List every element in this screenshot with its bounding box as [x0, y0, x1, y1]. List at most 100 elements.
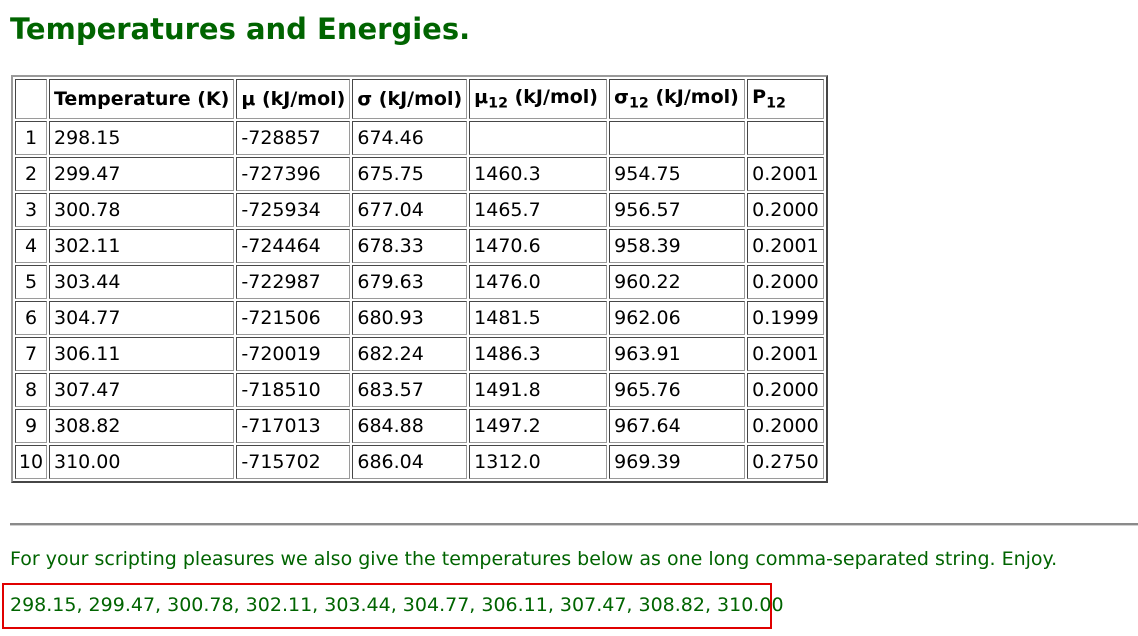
- cell-mu: -722987: [236, 265, 351, 299]
- table-row: 2 299.47 -727396 675.75 1460.3 954.75 0.2001: [15, 157, 824, 191]
- table-row: 6 304.77 -721506 680.93 1481.5 962.06 0.1999: [15, 301, 824, 335]
- table-body: 1 298.15 -728857 674.46 2 299.47 -727396 675.75…: [15, 121, 824, 479]
- cell-sigma12: 965.76: [609, 373, 746, 407]
- cell-mu12: 1497.2: [469, 409, 608, 443]
- cell-index: 3: [15, 193, 47, 227]
- cell-sigma: 686.04: [352, 445, 468, 479]
- cell-sigma: 677.04: [352, 193, 468, 227]
- header-index: [15, 79, 47, 119]
- cell-index: 9: [15, 409, 47, 443]
- cell-index: 10: [15, 445, 47, 479]
- cell-temperature: 300.78: [49, 193, 235, 227]
- cell-mu12: 1312.0: [469, 445, 608, 479]
- header-mu12: μ12 (kJ/mol): [469, 79, 608, 119]
- header-sigma: σ (kJ/mol): [352, 79, 468, 119]
- cell-sigma: 682.24: [352, 337, 468, 371]
- cell-mu: -715702: [236, 445, 351, 479]
- cell-sigma12: [609, 121, 746, 155]
- cell-mu12: 1460.3: [469, 157, 608, 191]
- cell-mu: -721506: [236, 301, 351, 335]
- table-row: 5 303.44 -722987 679.63 1476.0 960.22 0.2000: [15, 265, 824, 299]
- cell-temperature: 304.77: [49, 301, 235, 335]
- cell-sigma: 684.88: [352, 409, 468, 443]
- cell-mu12: 1465.7: [469, 193, 608, 227]
- table-row: 7 306.11 -720019 682.24 1486.3 963.91 0.2001: [15, 337, 824, 371]
- cell-sigma12: 954.75: [609, 157, 746, 191]
- cell-p12: 0.2000: [747, 373, 824, 407]
- table-row: 10 310.00 -715702 686.04 1312.0 969.39 0.2750: [15, 445, 824, 479]
- cell-p12: 0.2001: [747, 229, 824, 263]
- cell-temperature: 307.47: [49, 373, 235, 407]
- cell-sigma12: 960.22: [609, 265, 746, 299]
- header-p12-symbol: P: [752, 86, 767, 109]
- cell-mu12: 1476.0: [469, 265, 608, 299]
- cell-sigma: 679.63: [352, 265, 468, 299]
- cell-sigma: 680.93: [352, 301, 468, 335]
- cell-p12: 0.2000: [747, 409, 824, 443]
- table-row: 3 300.78 -725934 677.04 1465.7 956.57 0.2000: [15, 193, 824, 227]
- cell-mu12: 1486.3: [469, 337, 608, 371]
- cell-sigma12: 969.39: [609, 445, 746, 479]
- cell-sigma12: 956.57: [609, 193, 746, 227]
- table-row: 1 298.15 -728857 674.46: [15, 121, 824, 155]
- cell-mu: -718510: [236, 373, 351, 407]
- cell-index: 2: [15, 157, 47, 191]
- cell-sigma: 675.75: [352, 157, 468, 191]
- cell-sigma12: 967.64: [609, 409, 746, 443]
- header-p12: P12: [747, 79, 824, 119]
- table-row: 8 307.47 -718510 683.57 1491.8 965.76 0.2000: [15, 373, 824, 407]
- cell-temperature: 308.82: [49, 409, 235, 443]
- cell-mu12: 1491.8: [469, 373, 608, 407]
- table-row: 4 302.11 -724464 678.33 1470.6 958.39 0.2001: [15, 229, 824, 263]
- cell-mu: -728857: [236, 121, 351, 155]
- cell-index: 6: [15, 301, 47, 335]
- cell-mu12: 1470.6: [469, 229, 608, 263]
- header-p12-subscript: 12: [766, 95, 786, 112]
- cell-mu: -717013: [236, 409, 351, 443]
- header-mu12-symbol: μ: [474, 86, 489, 109]
- cell-sigma: 674.46: [352, 121, 468, 155]
- cell-mu12: 1481.5: [469, 301, 608, 335]
- cell-index: 7: [15, 337, 47, 371]
- header-sigma12-symbol: σ: [614, 86, 629, 109]
- cell-temperature: 303.44: [49, 265, 235, 299]
- cell-temperature: 310.00: [49, 445, 235, 479]
- cell-p12: 0.2000: [747, 265, 824, 299]
- temperatures-energies-table: Temperature (K) μ (kJ/mol) σ (kJ/mol) μ1…: [11, 75, 828, 483]
- header-sigma12-unit: (kJ/mol): [648, 86, 739, 109]
- cell-p12: [747, 121, 824, 155]
- cell-mu12: [469, 121, 608, 155]
- cell-mu: -720019: [236, 337, 351, 371]
- cell-index: 8: [15, 373, 47, 407]
- cell-temperature: 298.15: [49, 121, 235, 155]
- highlight-box: [2, 583, 772, 629]
- header-sigma12: σ12 (kJ/mol): [609, 79, 746, 119]
- cell-sigma: 678.33: [352, 229, 468, 263]
- cell-index: 5: [15, 265, 47, 299]
- cell-mu: -725934: [236, 193, 351, 227]
- cell-p12: 0.2000: [747, 193, 824, 227]
- cell-index: 4: [15, 229, 47, 263]
- header-sigma12-subscript: 12: [628, 95, 649, 112]
- cell-sigma12: 958.39: [609, 229, 746, 263]
- horizontal-rule: [10, 523, 1138, 526]
- cell-temperature: 299.47: [49, 157, 235, 191]
- cell-p12: 0.2001: [747, 337, 824, 371]
- header-mu12-subscript: 12: [488, 95, 508, 112]
- cell-temperature: 306.11: [49, 337, 235, 371]
- header-mu: μ (kJ/mol): [236, 79, 351, 119]
- cell-index: 1: [15, 121, 47, 155]
- temperatures-string[interactable]: 298.15, 299.47, 300.78, 302.11, 303.44, …: [10, 594, 784, 616]
- cell-mu: -727396: [236, 157, 351, 191]
- cell-sigma12: 963.91: [609, 337, 746, 371]
- cell-p12: 0.2001: [747, 157, 824, 191]
- cell-sigma: 683.57: [352, 373, 468, 407]
- cell-p12: 0.2750: [747, 445, 824, 479]
- cell-temperature: 302.11: [49, 229, 235, 263]
- table-header-row: Temperature (K) μ (kJ/mol) σ (kJ/mol) μ1…: [15, 79, 824, 119]
- cell-p12: 0.1999: [747, 301, 824, 335]
- scripting-note: For your scripting pleasures we also giv…: [10, 548, 1058, 570]
- cell-sigma12: 962.06: [609, 301, 746, 335]
- page-title: Temperatures and Energies.: [10, 12, 471, 46]
- header-mu12-unit: (kJ/mol): [508, 86, 598, 109]
